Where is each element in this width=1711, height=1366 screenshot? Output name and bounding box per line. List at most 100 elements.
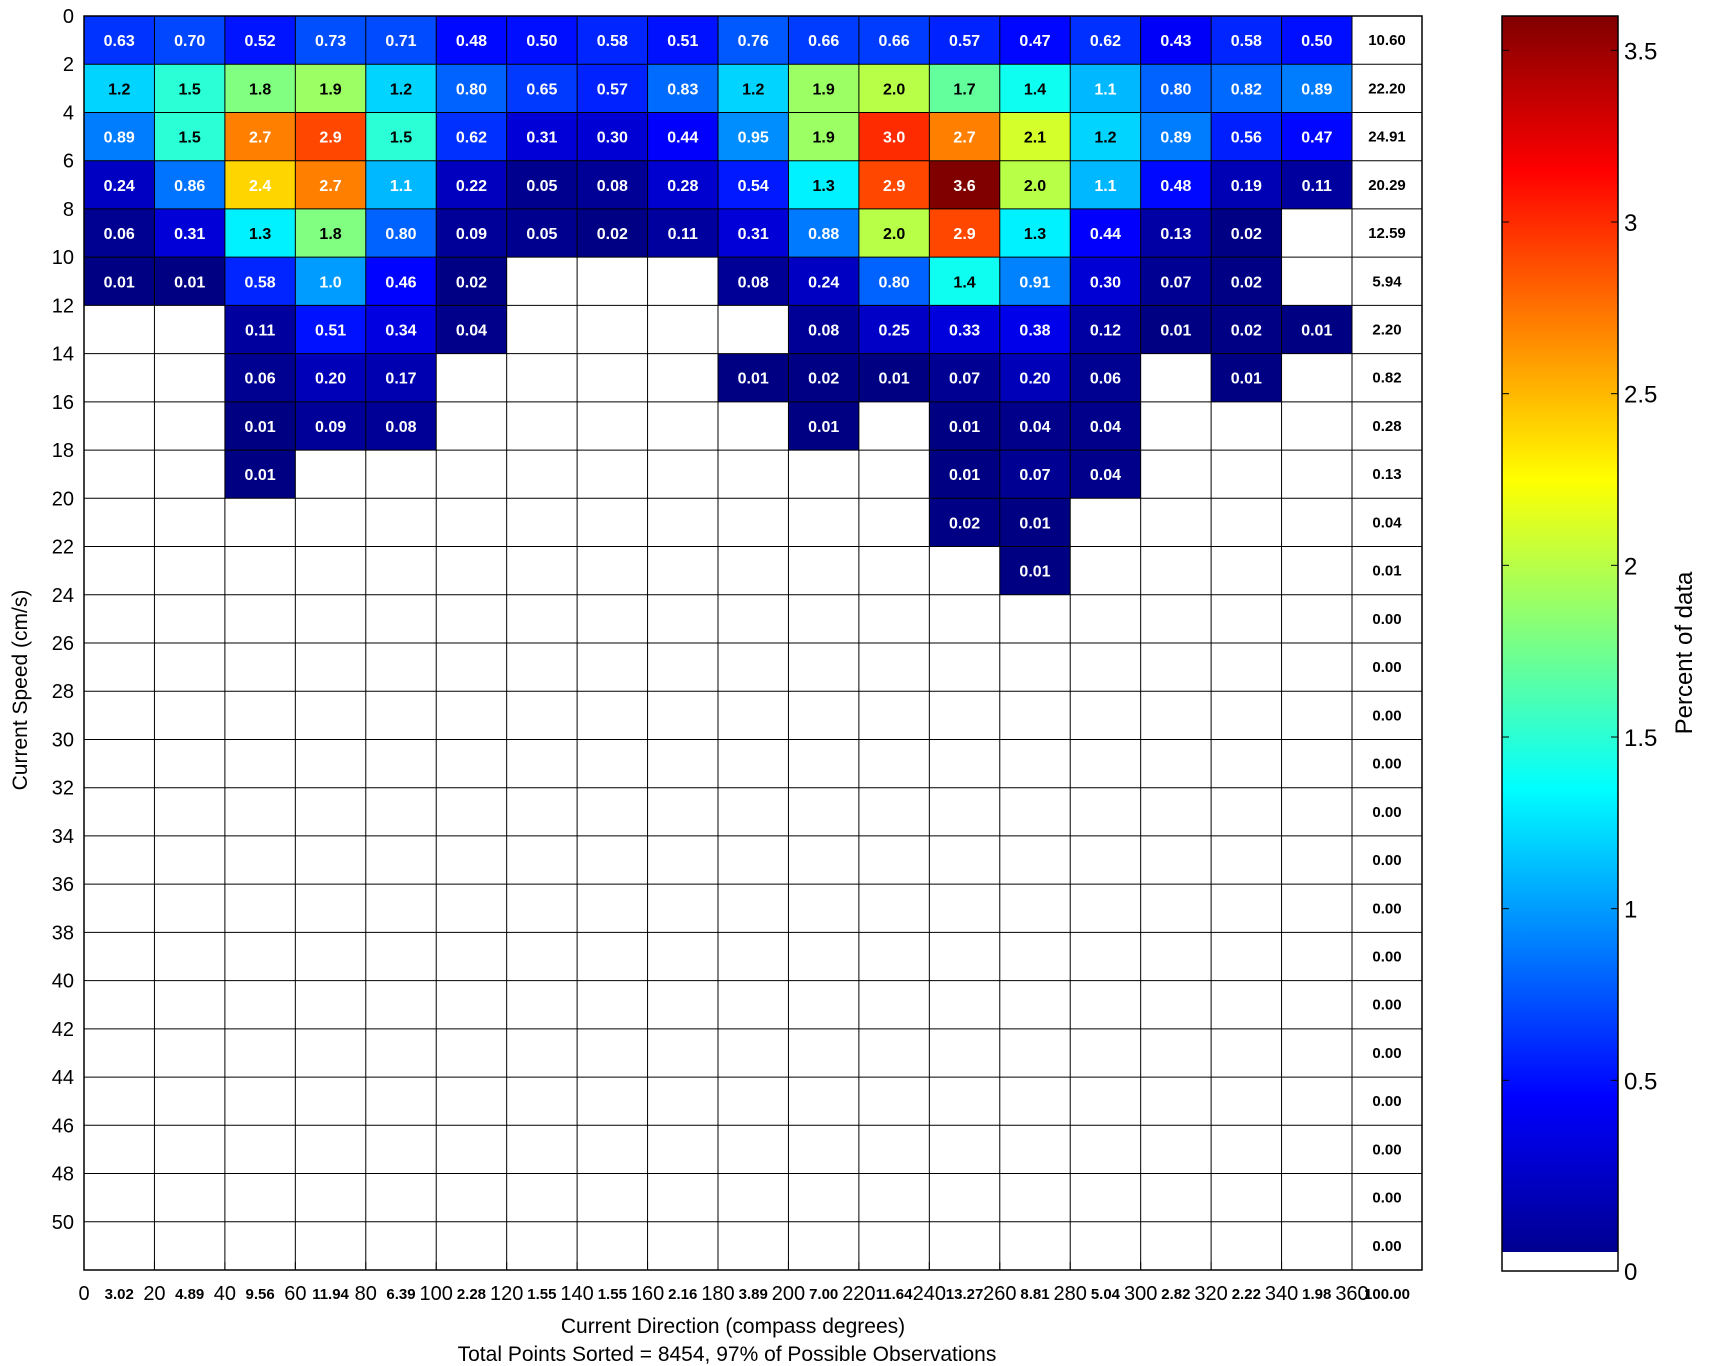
- cell-value-label: 0.01: [1301, 323, 1332, 340]
- cell-value-label: 0.70: [174, 33, 205, 50]
- row-total-label: 0.01: [1372, 563, 1401, 580]
- cell-value-label: 0.01: [245, 419, 276, 436]
- column-total-label: 3.02: [105, 1286, 134, 1303]
- row-total-label: 0.00: [1372, 949, 1401, 966]
- heatmap-cell: [647, 64, 718, 113]
- y-axis-title: Current Speed (cm/s): [9, 590, 32, 791]
- column-total-label: 4.89: [175, 1286, 204, 1303]
- cell-value-label: 0.04: [1090, 467, 1121, 484]
- column-total-label: 2.22: [1232, 1286, 1261, 1303]
- heatmap-cell: [365, 353, 437, 402]
- heatmap-cell: [436, 64, 507, 113]
- x-tick-label: 200: [772, 1283, 805, 1305]
- cell-value-label: 1.5: [179, 130, 201, 147]
- heatmap-cell: [999, 353, 1071, 402]
- x-tick-label: 20: [143, 1283, 165, 1305]
- heatmap-cell: [999, 546, 1071, 595]
- cell-value-label: 0.95: [738, 130, 769, 147]
- cell-value-label: 0.58: [1231, 33, 1262, 50]
- heatmap-cell: [295, 305, 366, 354]
- cell-value-label: 2.1: [1024, 130, 1046, 147]
- column-total-label: 1.55: [598, 1286, 627, 1303]
- cell-value-label: 0.01: [174, 274, 205, 291]
- cell-value-label: 0.02: [808, 371, 839, 388]
- heatmap-cell: [1211, 305, 1282, 354]
- y-tick-label: 22: [52, 537, 74, 559]
- row-total-label: 22.20: [1368, 80, 1406, 97]
- cell-value-label: 0.89: [1160, 130, 1191, 147]
- heatmap-cell: [506, 160, 578, 209]
- cell-value-label: 0.11: [668, 226, 698, 243]
- cell-value-label: 2.7: [319, 178, 341, 195]
- heatmap-cell: [154, 16, 225, 65]
- column-total-label: 1.55: [527, 1286, 556, 1303]
- cell-value-label: 0.17: [385, 371, 416, 388]
- x-tick-label: 280: [1054, 1283, 1087, 1305]
- cell-value-label: 0.47: [1019, 33, 1050, 50]
- cell-value-label: 0.48: [1160, 178, 1191, 195]
- heatmap-cell: [1070, 208, 1141, 258]
- x-tick-label: 140: [560, 1283, 593, 1305]
- cell-value-label: 1.0: [319, 274, 341, 291]
- heatmap-cell: [365, 257, 437, 306]
- heatmap-cell: [224, 353, 296, 402]
- cell-value-label: 0.52: [245, 33, 276, 50]
- heatmap-cell: [436, 16, 507, 65]
- cell-value-label: 0.83: [667, 81, 698, 98]
- heatmap-cell: [295, 257, 366, 306]
- cell-value-label: 0.24: [104, 178, 135, 195]
- cell-value-label: 3.6: [953, 178, 975, 195]
- cell-value-label: 0.66: [879, 33, 910, 50]
- cell-value-label: 0.31: [738, 226, 769, 243]
- colorbar-tick-label: 2: [1624, 553, 1637, 580]
- cell-value-label: 0.30: [597, 130, 628, 147]
- y-tick-label: 38: [52, 922, 74, 944]
- column-total-label: 11.94: [312, 1286, 349, 1303]
- heatmap-cell: [1211, 16, 1282, 65]
- colorbar-title: Percent of data: [1671, 571, 1698, 734]
- cell-value-label: 0.19: [1231, 178, 1262, 195]
- heatmap-cell: [788, 305, 859, 354]
- cell-value-label: 0.01: [245, 467, 276, 484]
- row-total-label: 0.00: [1372, 659, 1401, 676]
- heatmap-cell: [84, 64, 155, 113]
- heatmap-cell: [295, 160, 366, 209]
- heatmap-cell: [999, 401, 1071, 451]
- cell-value-label: 0.71: [385, 33, 416, 50]
- x-tick-label: 80: [355, 1283, 377, 1305]
- cell-value-label: 1.8: [319, 226, 341, 243]
- heatmap-cell: [1211, 257, 1282, 306]
- heatmap-cell: [1140, 305, 1212, 354]
- plot-frame: [83, 15, 1423, 1271]
- heatmap-cell: [1211, 353, 1282, 402]
- heatmap-cell: [506, 112, 578, 161]
- cell-value-label: 1.2: [742, 81, 764, 98]
- row-total-label: 24.91: [1368, 129, 1406, 146]
- heatmap-cell: [718, 208, 789, 258]
- heatmap-cell: [788, 112, 859, 161]
- cell-value-label: 0.80: [1160, 81, 1191, 98]
- heatmap-cell: [858, 16, 930, 65]
- x-tick-label: 60: [284, 1283, 306, 1305]
- heatmap-cell: [295, 64, 366, 113]
- heatmap-cell: [1140, 208, 1212, 258]
- heatmap-cell: [1140, 16, 1212, 65]
- heatmap-cell: [999, 112, 1071, 161]
- y-tick-label: 40: [52, 971, 74, 993]
- cell-value-label: 0.09: [456, 226, 487, 243]
- y-tick-label: 4: [63, 102, 74, 124]
- heatmap-cell: [1070, 305, 1141, 354]
- cell-value-label: 1.3: [1024, 226, 1046, 243]
- x-tick-label: 40: [214, 1283, 236, 1305]
- cell-value-label: 0.73: [315, 33, 346, 50]
- heatmap-cell: [1211, 208, 1282, 258]
- cell-value-label: 0.80: [879, 274, 910, 291]
- cell-value-label: 0.01: [104, 274, 135, 291]
- row-total-label: 0.13: [1372, 466, 1401, 483]
- cell-value-label: 0.04: [1090, 419, 1121, 436]
- cell-value-label: 1.7: [953, 81, 975, 98]
- heatmap-cell: [365, 16, 437, 65]
- heatmap-cell: [295, 208, 366, 258]
- heatmap-cell: [929, 450, 1000, 499]
- cell-value-label: 0.57: [597, 81, 628, 98]
